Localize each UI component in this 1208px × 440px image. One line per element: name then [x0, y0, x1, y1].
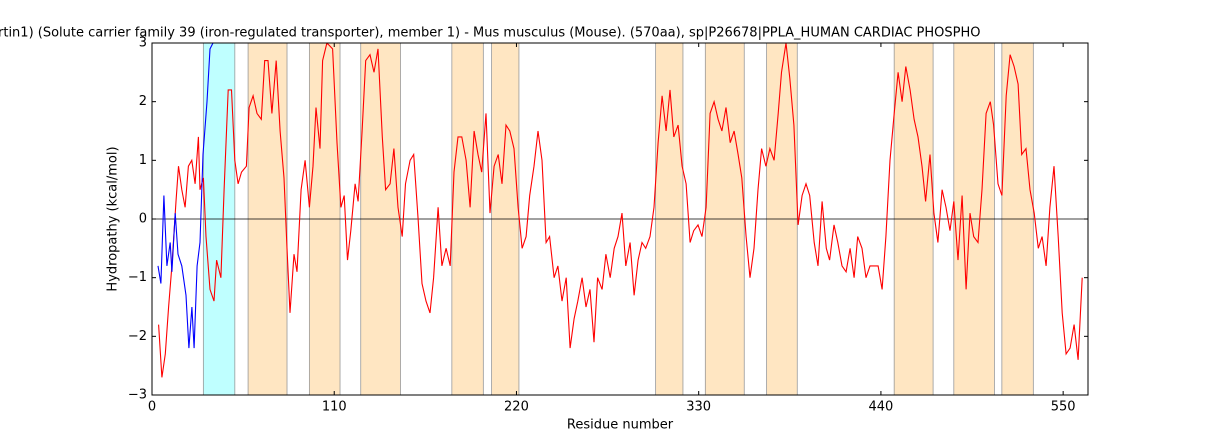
y-tick-label: 3	[139, 36, 147, 51]
x-tick-label: 550	[1051, 400, 1076, 415]
axes: 0 110 220 330 440 550 −3 −2 −1 0 1 2 3	[128, 36, 1089, 415]
x-axis-label: Residue number	[567, 418, 674, 433]
series-line	[158, 43, 1083, 378]
y-tick-label: 0	[139, 212, 147, 227]
x-tick-label: 0	[148, 400, 156, 415]
y-tick-label: 2	[139, 94, 147, 109]
y-tick-label: 1	[139, 153, 147, 168]
y-tick-label: −2	[128, 329, 147, 344]
x-tick-label: 220	[504, 400, 529, 415]
lines	[152, 43, 1088, 378]
series-line	[157, 43, 214, 349]
y-tick-label: −1	[128, 270, 147, 285]
chart-title: rtin1) (Solute carrier family 39 (iron-r…	[0, 26, 980, 41]
x-tick-label: 440	[869, 400, 894, 415]
y-tick-label: −3	[128, 388, 147, 403]
x-tick-label: 330	[686, 400, 711, 415]
x-tick-label: 110	[322, 400, 347, 415]
y-axis-label: Hydropathy (kcal/mol)	[106, 146, 121, 291]
